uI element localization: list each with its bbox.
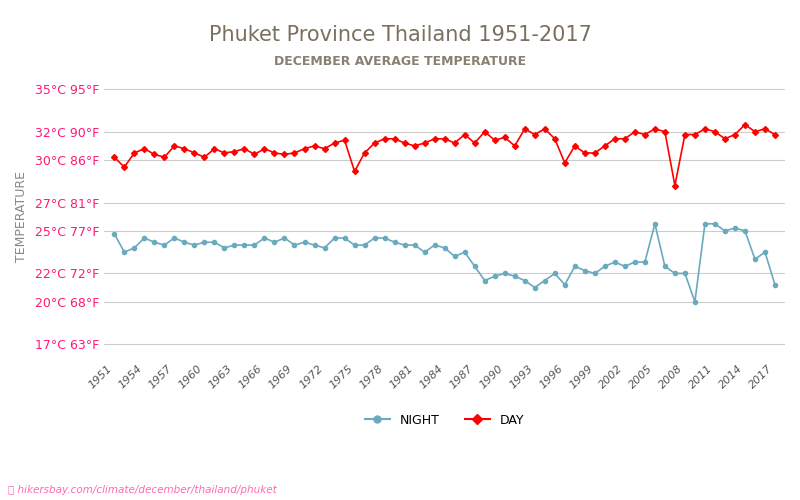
Text: 🌐 hikersbay.com/climate/december/thailand/phuket: 🌐 hikersbay.com/climate/december/thailan… xyxy=(8,485,277,495)
Legend: NIGHT, DAY: NIGHT, DAY xyxy=(360,408,530,432)
Y-axis label: TEMPERATURE: TEMPERATURE xyxy=(15,171,28,262)
Text: Phuket Province Thailand 1951-2017: Phuket Province Thailand 1951-2017 xyxy=(209,25,591,45)
Text: DECEMBER AVERAGE TEMPERATURE: DECEMBER AVERAGE TEMPERATURE xyxy=(274,55,526,68)
